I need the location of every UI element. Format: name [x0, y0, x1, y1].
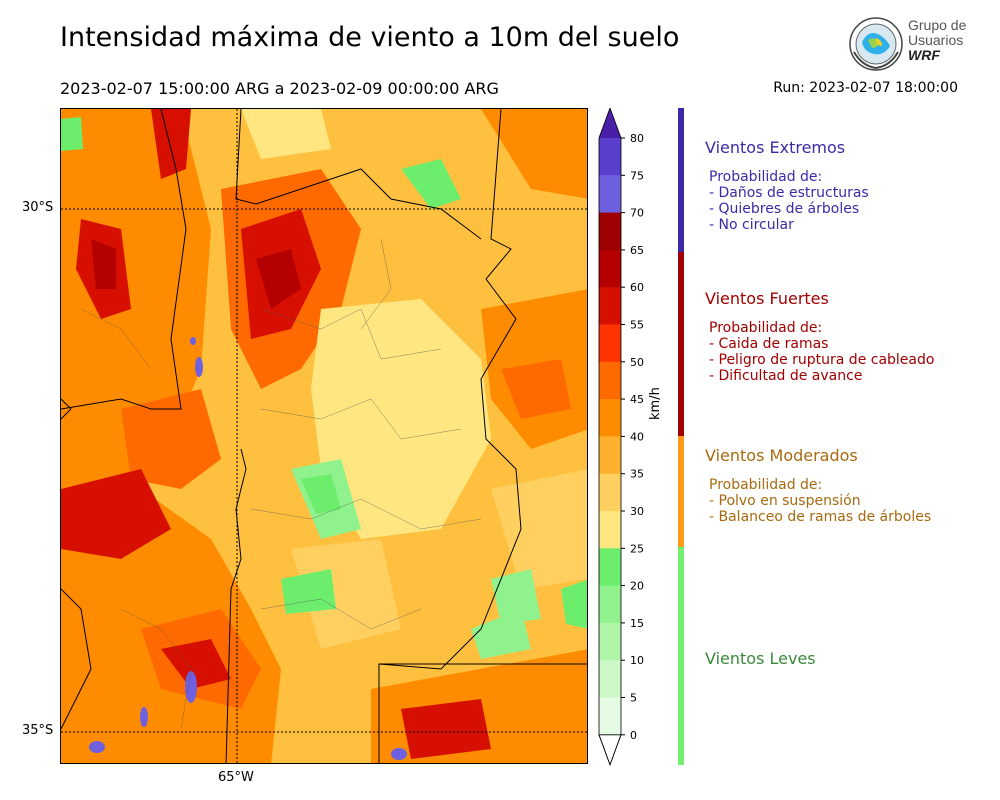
colorbar-tick-label: 65 — [630, 244, 644, 257]
colorbar-segment — [599, 473, 621, 512]
logo-line-1: Grupo de — [908, 17, 967, 33]
category-block: Vientos Extremos Probabilidad de: - Daños … — [705, 138, 869, 233]
colorbar-tick-label: 20 — [630, 580, 644, 593]
colorbar-segment — [599, 287, 621, 325]
category-desc-item: - Daños de estructuras — [709, 185, 869, 201]
colorbar-extend-top — [599, 108, 621, 138]
colorbar-tick-label: 75 — [630, 169, 644, 182]
category-title: Vientos Moderados — [705, 446, 858, 465]
colorbar-unit: km/h — [648, 387, 663, 420]
colorbar-tick-label: 50 — [630, 356, 644, 369]
colorbar-tick-label: 0 — [630, 729, 637, 742]
category-description: Probabilidad de: - Polvo en suspensión - B… — [705, 477, 931, 525]
colorbar-tick-label: 30 — [630, 505, 644, 518]
colorbar-tick-label: 40 — [630, 430, 644, 443]
category-desc-item: - Polvo en suspensión — [709, 493, 861, 509]
logo-line-3: WRF — [908, 47, 940, 63]
category-description: Probabilidad de: - Caida de ramas - Peligr… — [705, 320, 934, 384]
colorbar-segment — [599, 511, 621, 549]
category-bar — [678, 436, 684, 547]
colorbar-tick-label: 35 — [630, 468, 644, 481]
colorbar-segment — [599, 175, 621, 214]
colorbar-segment — [599, 249, 621, 288]
colorbar-tick-label: 10 — [630, 654, 644, 667]
colorbar-tick-label: 15 — [630, 617, 644, 630]
run-timestamp: Run: 2023-02-07 18:00:00 — [773, 80, 958, 96]
colorbar-segment — [599, 660, 621, 698]
lat-label-30s: 30°S — [22, 200, 54, 215]
category-desc-header: Probabilidad de: — [709, 477, 823, 493]
colorbar-tick-label: 80 — [630, 132, 644, 145]
colorbar-tick-label: 70 — [630, 207, 644, 220]
colorbar-tick-label: 60 — [630, 281, 644, 294]
globe-icon — [849, 17, 903, 71]
map-title: Intensidad máxima de viento a 10m del su… — [60, 22, 680, 53]
wind-map — [60, 108, 588, 764]
category-block: Vientos Leves — [705, 649, 816, 668]
category-desc-header: Probabilidad de: — [709, 320, 823, 336]
category-desc-item: - No circular — [709, 217, 794, 233]
category-desc-header: Probabilidad de: — [709, 169, 823, 185]
category-title: Vientos Extremos — [705, 138, 846, 157]
category-bar — [678, 547, 684, 765]
colorbar-segment — [599, 436, 621, 475]
colorbar-tick-label: 55 — [630, 319, 644, 332]
category-title: Vientos Fuertes — [705, 289, 829, 308]
lon-label-65w: 65°W — [218, 770, 254, 785]
colorbar-segment — [599, 399, 621, 437]
category-desc-item: - Peligro de ruptura de cableado — [709, 352, 935, 368]
lat-label-35s: 35°S — [22, 723, 54, 738]
colorbar-segment — [599, 324, 621, 363]
grupo-usuarios-wrf-logo: Grupo de Usuarios WRF — [848, 16, 978, 74]
colorbar-tick-label: 5 — [630, 692, 637, 705]
category-desc-item: - Balanceo de ramas de árboles — [709, 509, 932, 525]
wind-field-svg — [61, 109, 587, 763]
colorbar-segment — [599, 138, 621, 176]
category-bar — [678, 108, 684, 252]
forecast-period: 2023-02-07 15:00:00 ARG a 2023-02-09 00:… — [60, 79, 499, 98]
category-desc-item: - Caida de ramas — [709, 336, 829, 352]
colorbar-segment — [599, 622, 621, 661]
category-description: Probabilidad de: - Daños de estructuras - … — [705, 169, 869, 233]
colorbar-segment — [599, 361, 621, 400]
category-block: Vientos Moderados Probabilidad de: - Polvo… — [705, 446, 931, 525]
colorbar-segment — [599, 585, 621, 624]
colorbar-segment — [599, 548, 621, 587]
category-title: Vientos Leves — [705, 649, 816, 668]
logo-line-2: Usuarios — [908, 32, 964, 48]
colorbar-segment — [599, 212, 621, 251]
logo-text: Grupo de Usuarios WRF — [908, 18, 966, 63]
category-desc-item: - Quiebres de árboles — [709, 201, 860, 217]
category-block: Vientos Fuertes Probabilidad de: - Caida d… — [705, 289, 934, 384]
category-bar — [678, 252, 684, 436]
colorbar-segment — [599, 697, 621, 736]
category-desc-item: - Dificultad de avance — [709, 368, 863, 384]
colorbar-tick-label: 45 — [630, 393, 644, 406]
colorbar-extend-bottom — [598, 734, 622, 766]
colorbar-tick-label: 25 — [630, 542, 644, 555]
